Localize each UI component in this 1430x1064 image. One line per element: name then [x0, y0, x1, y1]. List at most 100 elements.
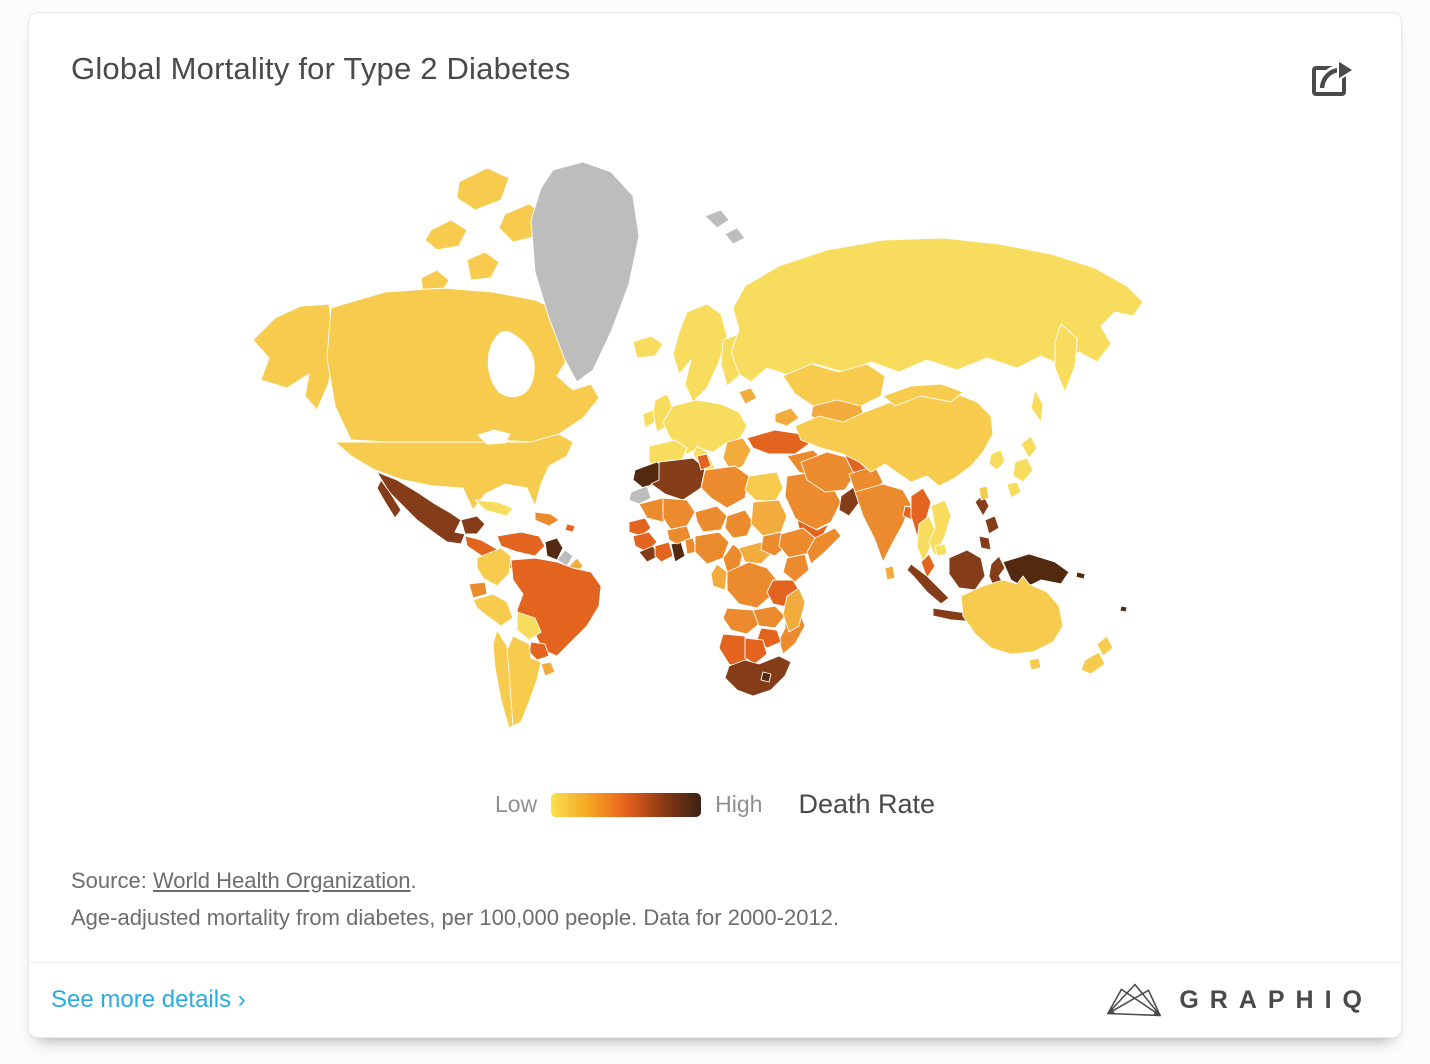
region-svalbard[interactable]: [724, 227, 746, 245]
region-tunisia[interactable]: [696, 453, 712, 471]
region-malaysia[interactable]: [920, 553, 936, 579]
world-map: [235, 144, 1195, 759]
legend-high-label: High: [715, 791, 763, 817]
region-uruguay[interactable]: [540, 661, 556, 677]
region-baltics[interactable]: [738, 387, 758, 405]
region-mexico-baja[interactable]: [376, 479, 402, 519]
legend-low-label: Low: [494, 791, 538, 817]
region-tasmania[interactable]: [1028, 657, 1042, 671]
region-cambodia[interactable]: [934, 543, 948, 557]
region-ghana[interactable]: [670, 541, 686, 563]
region-kenya[interactable]: [782, 553, 810, 583]
source-suffix: .: [410, 868, 417, 893]
region-sakhalin[interactable]: [1030, 389, 1044, 423]
region-india[interactable]: [854, 483, 912, 563]
region-kazakhstan[interactable]: [782, 363, 886, 407]
region-sudan[interactable]: [750, 499, 788, 537]
region-canada-arctic[interactable]: [466, 251, 500, 281]
region-papua-new-guinea[interactable]: [1002, 553, 1070, 589]
region-argentina[interactable]: [506, 635, 542, 727]
region-borneo[interactable]: [948, 549, 986, 591]
region-gabon[interactable]: [710, 563, 728, 591]
region-united-states[interactable]: [334, 433, 574, 511]
region-egypt[interactable]: [744, 471, 784, 503]
region-philippines[interactable]: [984, 515, 1000, 535]
region-russia[interactable]: [730, 237, 1144, 383]
region-svalbard[interactable]: [704, 209, 730, 229]
region-chad[interactable]: [724, 509, 754, 539]
region-caucasus[interactable]: [774, 407, 800, 427]
region-solomon-islands[interactable]: [1075, 571, 1086, 580]
region-mongolia[interactable]: [882, 383, 964, 407]
region-japan[interactable]: [1006, 481, 1022, 499]
region-china[interactable]: [794, 391, 994, 487]
region-western-sahara[interactable]: [628, 485, 652, 505]
source-block: Source: World Health Organization. Age-a…: [71, 862, 1359, 936]
region-ivory-coast[interactable]: [654, 541, 674, 563]
region-sri-lanka[interactable]: [884, 565, 896, 581]
region-suriname[interactable]: [556, 549, 574, 567]
region-cuba[interactable]: [474, 499, 514, 517]
region-scandinavia[interactable]: [672, 303, 728, 403]
card-header: Global Mortality for Type 2 Diabetes: [29, 13, 1401, 104]
region-botswana[interactable]: [744, 637, 768, 665]
region-thailand[interactable]: [916, 515, 936, 563]
region-dr-congo[interactable]: [726, 561, 778, 609]
region-ecuador[interactable]: [468, 581, 488, 599]
region-iran[interactable]: [800, 451, 856, 493]
region-sumatra[interactable]: [906, 563, 950, 605]
region-fiji[interactable]: [1119, 605, 1128, 613]
hudson-bay: [487, 331, 535, 398]
great-lakes: [477, 429, 511, 445]
region-ireland[interactable]: [642, 409, 656, 429]
region-colombia[interactable]: [476, 547, 512, 587]
region-canada-arctic[interactable]: [456, 167, 510, 211]
region-ethiopia[interactable]: [778, 527, 816, 559]
region-new-zealand[interactable]: [1096, 635, 1114, 657]
region-niger[interactable]: [694, 505, 728, 533]
see-more-details-link[interactable]: See more details ›: [51, 986, 246, 1013]
region-senegal[interactable]: [628, 517, 652, 537]
region-puerto-rico[interactable]: [564, 523, 576, 533]
region-kamchatka[interactable]: [1054, 323, 1078, 393]
region-philippines[interactable]: [978, 535, 992, 551]
region-japan[interactable]: [1020, 435, 1038, 459]
brand-name: GRAPHIQ: [1179, 985, 1373, 1014]
region-south-korea[interactable]: [988, 449, 1006, 471]
region-zambia[interactable]: [752, 605, 786, 629]
region-south-africa[interactable]: [724, 655, 792, 697]
region-alaska[interactable]: [252, 303, 334, 411]
source-description: Age-adjusted mortality from diabetes, pe…: [71, 905, 840, 930]
region-peru[interactable]: [472, 593, 514, 627]
region-western-europe[interactable]: [662, 399, 748, 455]
region-algeria[interactable]: [650, 457, 706, 501]
region-iceland[interactable]: [632, 335, 664, 359]
region-venezuela[interactable]: [496, 531, 546, 557]
region-new-zealand[interactable]: [1080, 651, 1106, 675]
graphiq-logo[interactable]: GRAPHIQ: [1105, 981, 1373, 1019]
region-mali[interactable]: [662, 497, 696, 531]
visualization-card: Global Mortality for Type 2 Diabetes: [28, 12, 1402, 1038]
region-greenland[interactable]: [530, 161, 640, 383]
map-legend: Low High Death Rate: [29, 789, 1401, 820]
region-mexico-yucatan[interactable]: [460, 515, 486, 535]
region-lesotho[interactable]: [760, 671, 772, 683]
region-cameroon[interactable]: [722, 543, 744, 573]
region-libya[interactable]: [700, 465, 750, 509]
region-burkina-faso[interactable]: [666, 525, 692, 545]
source-line: Source: World Health Organization.: [71, 862, 1359, 899]
region-japan[interactable]: [1012, 457, 1034, 483]
region-hispaniola[interactable]: [534, 511, 560, 527]
region-taiwan[interactable]: [978, 485, 990, 501]
source-link[interactable]: World Health Organization: [152, 868, 411, 893]
source-prefix: Source:: [71, 868, 153, 893]
region-bolivia[interactable]: [516, 611, 542, 641]
region-canada-arctic[interactable]: [424, 219, 468, 251]
region-balkans[interactable]: [722, 437, 752, 473]
region-turkey[interactable]: [746, 429, 810, 455]
share-button[interactable]: [1309, 55, 1359, 104]
region-australia[interactable]: [960, 575, 1064, 655]
region-somalia[interactable]: [806, 527, 842, 565]
region-madagascar[interactable]: [782, 587, 806, 633]
region-guyana[interactable]: [544, 537, 564, 561]
